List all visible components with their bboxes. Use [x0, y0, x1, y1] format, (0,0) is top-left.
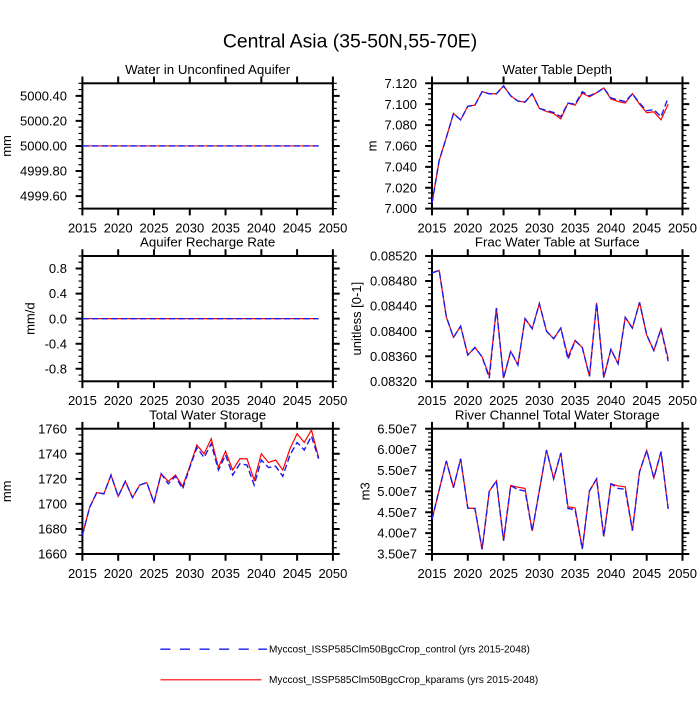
svg-text:7.060: 7.060: [384, 139, 417, 154]
svg-text:2035: 2035: [211, 393, 240, 408]
svg-text:2030: 2030: [525, 221, 554, 236]
svg-text:2020: 2020: [104, 393, 133, 408]
svg-text:2035: 2035: [211, 221, 240, 236]
svg-text:unitless [0-1]: unitless [0-1]: [349, 282, 364, 356]
svg-text:2025: 2025: [140, 393, 169, 408]
svg-text:2045: 2045: [283, 566, 312, 581]
svg-text:0.08480: 0.08480: [370, 274, 417, 289]
svg-text:2025: 2025: [489, 566, 518, 581]
svg-text:0.08400: 0.08400: [370, 324, 417, 339]
svg-text:2015: 2015: [68, 566, 97, 581]
svg-text:2035: 2035: [561, 221, 590, 236]
svg-text:Aquifer Recharge Rate: Aquifer Recharge Rate: [140, 235, 275, 250]
svg-text:2025: 2025: [140, 221, 169, 236]
svg-text:7.120: 7.120: [384, 76, 417, 91]
svg-text:m: m: [365, 141, 380, 152]
svg-text:2050: 2050: [668, 221, 697, 236]
svg-text:2040: 2040: [247, 566, 276, 581]
svg-text:2030: 2030: [175, 566, 204, 581]
svg-text:6.00e7: 6.00e7: [377, 442, 417, 457]
svg-text:2045: 2045: [283, 221, 312, 236]
svg-text:0.0: 0.0: [49, 311, 67, 326]
svg-text:2025: 2025: [489, 221, 518, 236]
svg-text:2020: 2020: [453, 221, 482, 236]
svg-text:2045: 2045: [283, 393, 312, 408]
svg-text:4999.80: 4999.80: [20, 164, 67, 179]
svg-text:2025: 2025: [489, 393, 518, 408]
svg-text:4.50e7: 4.50e7: [377, 505, 417, 520]
svg-text:2045: 2045: [632, 221, 661, 236]
svg-text:3.50e7: 3.50e7: [377, 547, 417, 562]
svg-text:5.50e7: 5.50e7: [377, 463, 417, 478]
svg-text:2040: 2040: [247, 393, 276, 408]
svg-text:0.08440: 0.08440: [370, 299, 417, 314]
svg-text:-0.4: -0.4: [45, 336, 67, 351]
svg-text:5000.00: 5000.00: [20, 139, 67, 154]
svg-text:1760: 1760: [38, 421, 67, 436]
svg-text:Water in Unconfined Aquifer: Water in Unconfined Aquifer: [125, 62, 291, 77]
svg-text:7.040: 7.040: [384, 159, 417, 174]
svg-text:River Channel Total Water Stor: River Channel Total Water Storage: [455, 407, 660, 422]
svg-text:2015: 2015: [68, 393, 97, 408]
svg-text:2020: 2020: [104, 221, 133, 236]
svg-text:mm: mm: [0, 481, 14, 503]
svg-text:Myccost_ISSP585Clm50BgcCrop_kp: Myccost_ISSP585Clm50BgcCrop_kparams (yrs…: [269, 675, 538, 686]
svg-text:2040: 2040: [596, 566, 625, 581]
svg-text:7.100: 7.100: [384, 97, 417, 112]
svg-text:2015: 2015: [418, 393, 447, 408]
svg-text:2040: 2040: [596, 221, 625, 236]
svg-text:2050: 2050: [668, 393, 697, 408]
svg-text:2045: 2045: [632, 566, 661, 581]
svg-text:0.08360: 0.08360: [370, 349, 417, 364]
svg-text:1700: 1700: [38, 496, 67, 511]
svg-text:mm/d: mm/d: [23, 302, 38, 335]
svg-text:2015: 2015: [68, 221, 97, 236]
svg-text:2030: 2030: [175, 393, 204, 408]
svg-text:Water Table Depth: Water Table Depth: [503, 62, 612, 77]
svg-text:0.8: 0.8: [49, 261, 67, 276]
svg-text:2050: 2050: [318, 221, 347, 236]
svg-text:2050: 2050: [668, 566, 697, 581]
svg-text:4.00e7: 4.00e7: [377, 526, 417, 541]
svg-text:2050: 2050: [318, 566, 347, 581]
svg-text:1740: 1740: [38, 446, 67, 461]
svg-text:2035: 2035: [211, 566, 240, 581]
svg-text:5.00e7: 5.00e7: [377, 484, 417, 499]
svg-text:0.4: 0.4: [49, 286, 67, 301]
svg-text:6.50e7: 6.50e7: [377, 421, 417, 436]
svg-text:2050: 2050: [318, 393, 347, 408]
svg-text:2035: 2035: [561, 393, 590, 408]
svg-text:0.08320: 0.08320: [370, 374, 417, 389]
svg-text:2045: 2045: [632, 393, 661, 408]
svg-text:2020: 2020: [453, 566, 482, 581]
svg-text:2030: 2030: [525, 393, 554, 408]
svg-text:2020: 2020: [104, 566, 133, 581]
svg-text:7.080: 7.080: [384, 118, 417, 133]
svg-text:Myccost_ISSP585Clm50BgcCrop_co: Myccost_ISSP585Clm50BgcCrop_control (yrs…: [269, 645, 530, 656]
svg-text:-0.8: -0.8: [45, 361, 67, 376]
svg-text:2040: 2040: [596, 393, 625, 408]
svg-text:2015: 2015: [418, 566, 447, 581]
svg-text:Total Water Storage: Total Water Storage: [149, 407, 266, 422]
svg-text:1720: 1720: [38, 471, 67, 486]
svg-text:2030: 2030: [175, 221, 204, 236]
svg-text:Central Asia (35-50N,55-70E): Central Asia (35-50N,55-70E): [223, 31, 477, 53]
svg-text:7.020: 7.020: [384, 180, 417, 195]
svg-text:Frac Water Table at Surface: Frac Water Table at Surface: [475, 235, 640, 250]
svg-text:5000.20: 5000.20: [20, 113, 67, 128]
svg-text:2035: 2035: [561, 566, 590, 581]
svg-text:5000.40: 5000.40: [20, 88, 67, 103]
svg-text:4999.60: 4999.60: [20, 189, 67, 204]
svg-text:2025: 2025: [140, 566, 169, 581]
svg-text:7.000: 7.000: [384, 201, 417, 216]
svg-text:2015: 2015: [418, 221, 447, 236]
svg-text:2020: 2020: [453, 393, 482, 408]
svg-text:1660: 1660: [38, 547, 67, 562]
svg-text:m3: m3: [358, 482, 373, 500]
svg-text:2030: 2030: [525, 566, 554, 581]
svg-text:0.08520: 0.08520: [370, 249, 417, 264]
svg-text:1680: 1680: [38, 522, 67, 537]
svg-text:mm: mm: [0, 135, 14, 157]
svg-text:2040: 2040: [247, 221, 276, 236]
